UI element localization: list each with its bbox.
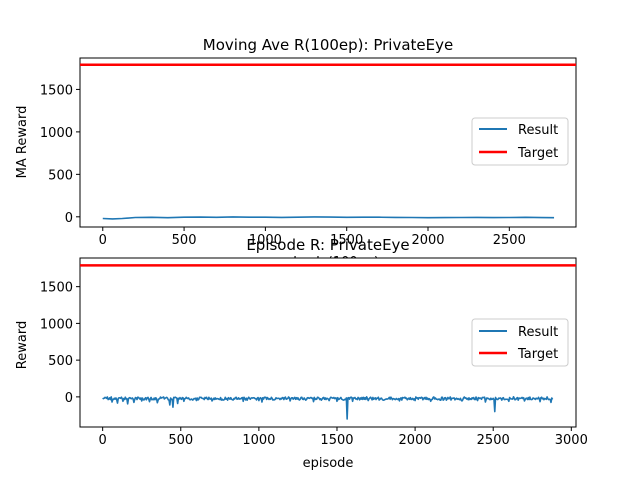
top-y-tick-label: 0 bbox=[65, 211, 73, 226]
episode-reward-chart: 0 500 1000 1500 2000 2500 3000 0 500 1000 1500 Epi… bbox=[15, 236, 588, 471]
top-x-tick-label: 0 bbox=[99, 233, 107, 248]
bottom-y-tick-label: 1000 bbox=[40, 317, 73, 332]
bottom-y-tick-label: 1500 bbox=[40, 281, 73, 296]
top-y-tick-label: 1500 bbox=[40, 83, 73, 98]
bottom-x-tick-label: 2000 bbox=[399, 433, 432, 448]
bottom-x-tick-label: 0 bbox=[99, 433, 107, 448]
top-legend: Result Target bbox=[471, 117, 569, 166]
top-axis-ticks: 0 500 1000 1500 2000 2500 0 500 1000 1500 bbox=[40, 83, 526, 248]
top-chart-title: Moving Ave R(100ep): PrivateEye bbox=[203, 36, 453, 54]
top-y-tick-label: 1000 bbox=[40, 126, 73, 141]
bottom-x-tick-label: 500 bbox=[168, 433, 193, 448]
bottom-series-group bbox=[80, 264, 576, 420]
bottom-axis-ticks: 0 500 1000 1500 2000 2500 3000 0 500 1000 1500 bbox=[40, 281, 588, 448]
top-series-group bbox=[80, 63, 576, 220]
bottom-y-tick-label: 0 bbox=[65, 391, 73, 406]
top-series-result-line bbox=[102, 216, 555, 220]
top-x-tick-label: 2500 bbox=[493, 233, 526, 248]
moving-average-chart: 0 500 1000 1500 2000 2500 0 500 1000 1500 Moving … bbox=[15, 36, 577, 270]
bottom-x-tick-label: 2500 bbox=[477, 433, 510, 448]
bottom-y-tick-label: 500 bbox=[48, 354, 73, 369]
bottom-chart-title: Episode R: PrivateEye bbox=[246, 236, 409, 254]
bottom-legend-result-label: Result bbox=[518, 325, 558, 340]
top-legend-target-label: Target bbox=[517, 146, 558, 161]
bottom-y-axis-label: Reward bbox=[15, 321, 30, 369]
bottom-x-tick-label: 3000 bbox=[555, 433, 588, 448]
top-x-tick-label: 1500 bbox=[330, 233, 363, 248]
top-y-axis-label: MA Reward bbox=[15, 106, 30, 179]
top-x-tick-label: 500 bbox=[172, 233, 197, 248]
bottom-x-tick-label: 1000 bbox=[242, 433, 275, 448]
top-x-tick-label: 1000 bbox=[249, 233, 282, 248]
top-legend-result-label: Result bbox=[518, 123, 558, 138]
bottom-legend-target-label: Target bbox=[517, 347, 558, 362]
bottom-x-tick-label: 1500 bbox=[320, 433, 353, 448]
bottom-x-axis-label: episode bbox=[303, 456, 354, 471]
bottom-legend: Result Target bbox=[471, 318, 569, 367]
bottom-series-result-line bbox=[102, 395, 554, 420]
top-y-tick-label: 500 bbox=[48, 168, 73, 183]
top-x-tick-label: 2000 bbox=[411, 233, 444, 248]
